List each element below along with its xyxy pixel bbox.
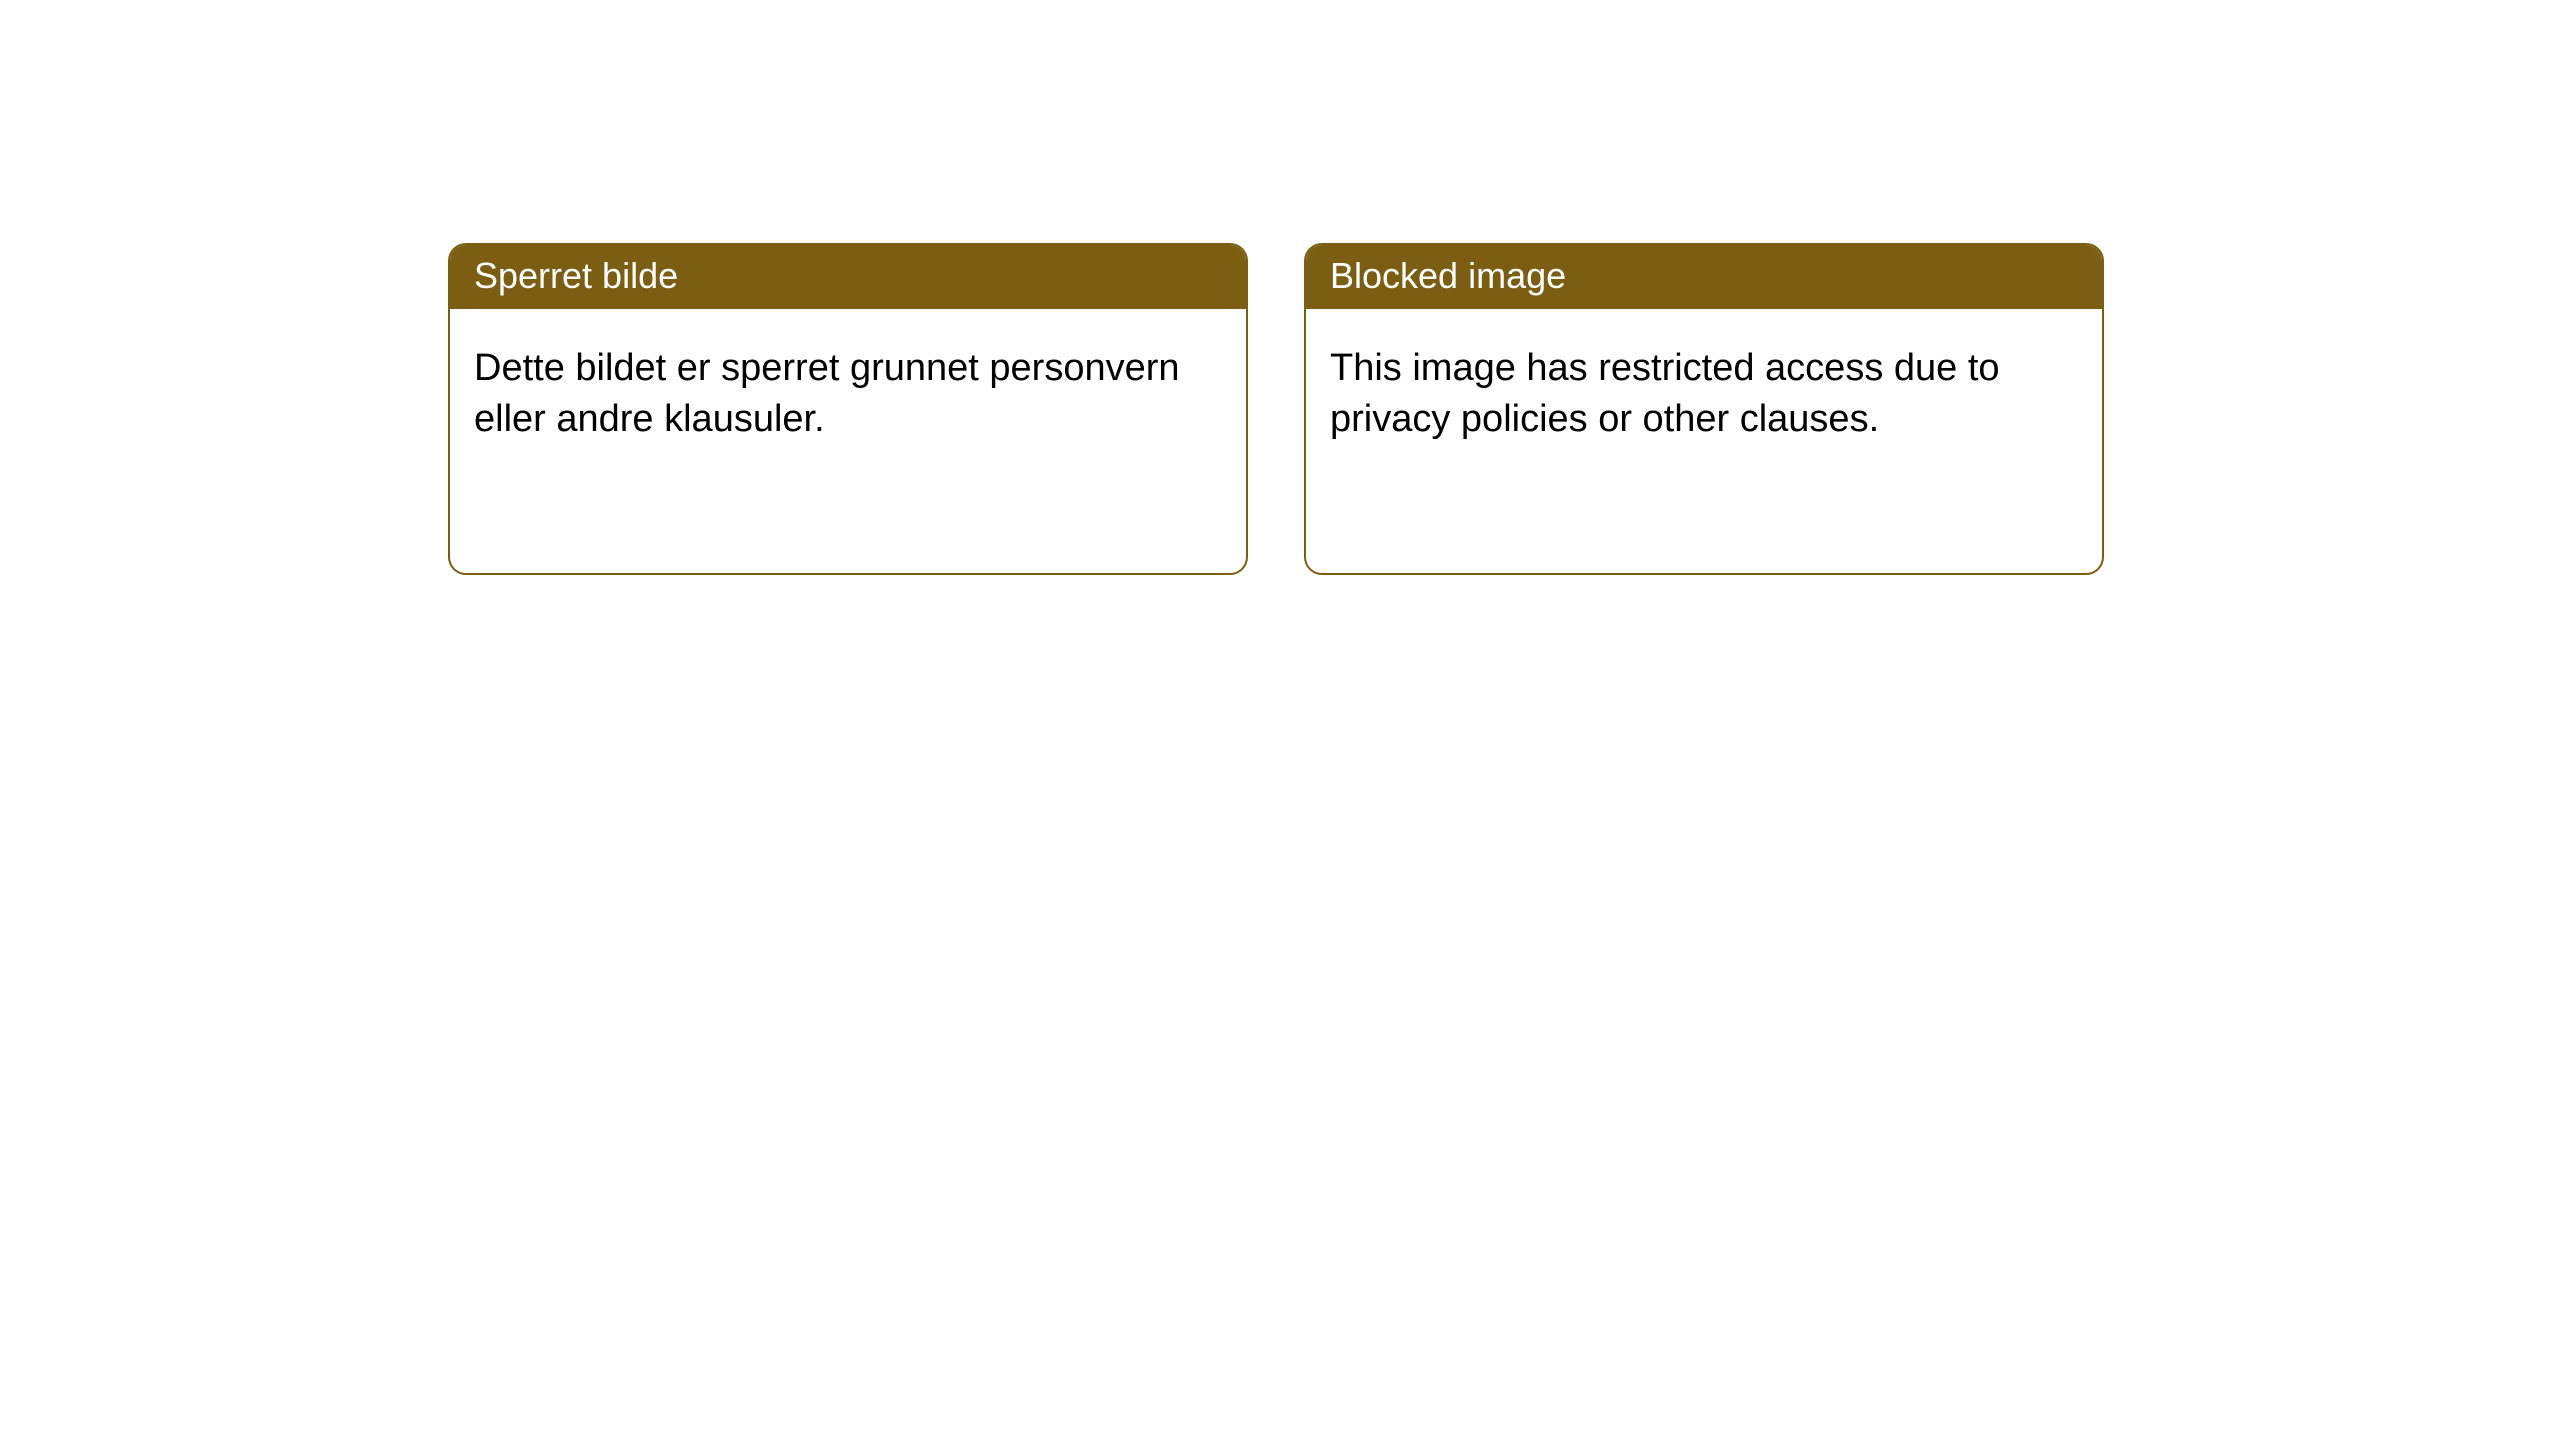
blocked-image-card-no: Sperret bilde Dette bildet er sperret gr… [448,243,1248,575]
card-header-no: Sperret bilde [450,245,1246,309]
notice-container: Sperret bilde Dette bildet er sperret gr… [0,0,2560,575]
blocked-image-card-en: Blocked image This image has restricted … [1304,243,2104,575]
card-body-no: Dette bildet er sperret grunnet personve… [450,309,1246,480]
card-body-en: This image has restricted access due to … [1306,309,2102,480]
card-header-en: Blocked image [1306,245,2102,309]
